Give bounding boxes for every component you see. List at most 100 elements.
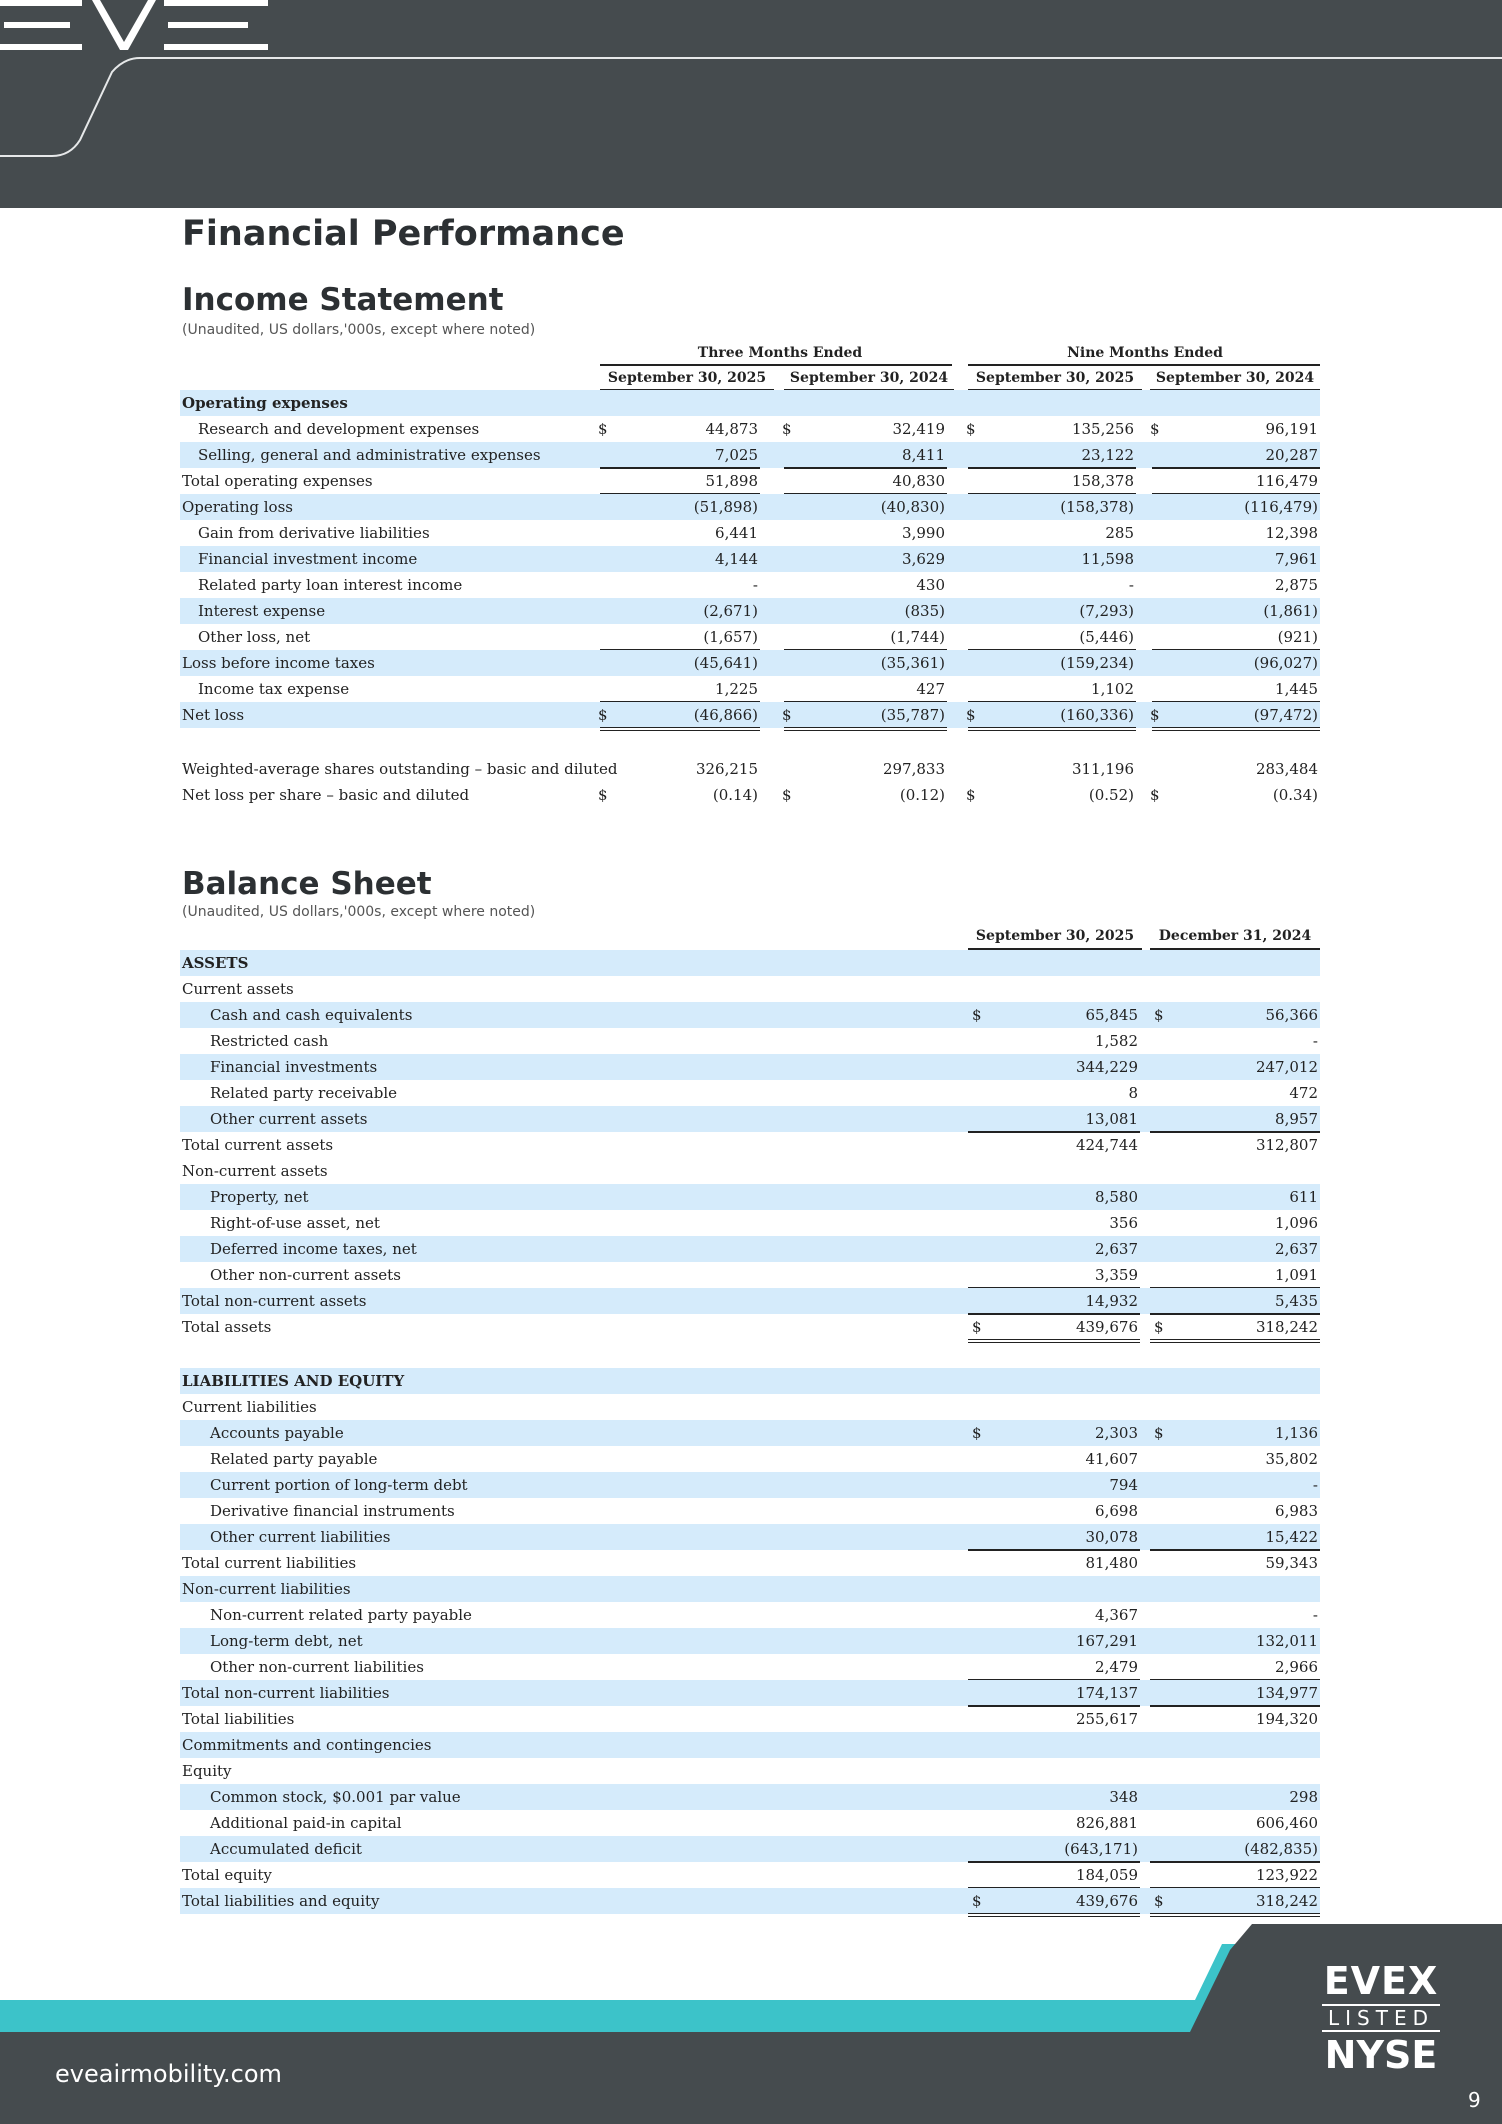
value-cell: (116,479) [1244,498,1318,516]
underline [784,649,947,651]
double-underline [968,1339,1140,1343]
value-cell: 184,059 [1075,1866,1138,1884]
table-row: Equity [180,1758,1320,1784]
table-row: Total non-current liabilities 174,137 134,… [180,1680,1320,1707]
table-row: Long-term debt, net 167,291 132,011 [180,1628,1320,1654]
value-cell: 2,303 [1095,1424,1138,1442]
currency-symbol: $ [1154,1424,1164,1442]
row-label: Accumulated deficit [210,1840,362,1858]
table-row: Other loss, net (1,657) (1,744) (5,446) (921… [180,624,1320,651]
underline [968,649,1136,651]
value-cell: 611 [1289,1188,1318,1206]
table-row: Non-current assets [180,1158,1320,1184]
value-cell: 247,012 [1255,1058,1318,1076]
table-row: Net loss $ (46,866) $ (35,787) $ (160,336) $ (97… [180,702,1320,731]
value-cell: 174,137 [1075,1684,1138,1702]
row-label: Other loss, net [198,628,311,646]
value-cell: 123,922 [1255,1866,1318,1884]
income-statement-title: Income Statement [182,282,504,318]
row-label: Total liabilities and equity [182,1892,380,1910]
row-label: Accounts payable [210,1424,344,1442]
value-cell: 135,256 [1071,420,1134,438]
row-label: Other current liabilities [210,1528,391,1546]
underline [1150,1861,1320,1863]
value-cell: 12,398 [1265,524,1319,542]
value-cell: 194,320 [1255,1710,1318,1728]
currency-symbol: $ [598,786,608,804]
value-cell: 2,966 [1275,1658,1318,1676]
underline [968,1887,1140,1889]
balance-col-2-rule [1150,948,1320,950]
value-cell: 158,378 [1071,472,1134,490]
row-label: Related party loan interest income [198,576,463,594]
double-underline [968,1913,1140,1917]
row-label: Non-current liabilities [182,1580,351,1598]
row-label: Non-current assets [182,1162,328,1180]
row-label: Non-current related party payable [210,1606,472,1624]
underline [1150,1887,1320,1889]
value-cell: 1,091 [1275,1266,1318,1284]
value-cell: 35,802 [1265,1450,1319,1468]
underline [600,467,760,469]
table-row: Other current assets 13,081 8,957 [180,1106,1320,1133]
row-label: Total non-current assets [182,1292,367,1310]
badge-bottom: NYSE [1324,2033,1438,2077]
value-cell: 11,598 [1081,550,1135,568]
value-cell: (160,336) [1060,706,1134,724]
underline [1150,1131,1320,1133]
row-label: Total assets [182,1318,272,1336]
currency-symbol: $ [598,420,608,438]
table-row: ASSETS [180,950,1320,976]
evex-nyse-badge: EVEX LISTED NYSE [1322,1960,1440,2076]
value-cell: 4,144 [715,550,758,568]
row-label: Total equity [182,1866,272,1884]
table-row: Total liabilities 255,617 194,320 [180,1706,1320,1732]
row-label: Operating loss [182,498,293,516]
value-cell: (0.52) [1088,786,1134,804]
value-cell: (35,361) [880,654,945,672]
underline [600,493,760,495]
website-link[interactable]: eveairmobility.com [55,2060,282,2088]
value-cell: (0.14) [712,786,758,804]
value-cell: (643,171) [1064,1840,1138,1858]
table-row: Research and development expenses $44,873… [180,416,1320,442]
value-cell: 1,136 [1275,1424,1318,1442]
value-cell: 439,676 [1075,1318,1138,1336]
value-cell: 30,078 [1085,1528,1139,1546]
value-cell: 312,807 [1255,1136,1318,1154]
currency-symbol: $ [598,706,608,724]
table-row: Right-of-use asset, net 356 1,096 [180,1210,1320,1236]
underline [1152,493,1320,495]
value-cell: 81,480 [1085,1554,1139,1572]
double-underline [1152,727,1320,731]
underline [1150,1679,1320,1681]
value-cell: (5,446) [1079,628,1134,646]
value-cell: - [752,576,758,594]
value-cell: (1,861) [1263,602,1318,620]
underline [1150,1705,1320,1707]
three-months-header: Three Months Ended [697,345,863,361]
double-underline [1150,1913,1320,1917]
underline [968,467,1136,469]
value-cell: 23,122 [1081,446,1135,464]
table-row: Current portion of long-term debt 794 - [180,1472,1320,1498]
row-label: Long-term debt, net [210,1632,363,1650]
value-cell: 318,242 [1255,1892,1318,1910]
income-col-1: September 30, 2025 [607,370,767,386]
value-cell: - [1312,1476,1318,1494]
value-cell: 606,460 [1255,1814,1318,1832]
currency-symbol: $ [1154,1892,1164,1910]
value-cell: (158,378) [1060,498,1134,516]
value-cell: 255,617 [1075,1710,1138,1728]
value-cell: 6,698 [1095,1502,1138,1520]
table-row: Total liabilities and equity $439,676 $318… [180,1888,1320,1917]
row-label: Related party receivable [210,1084,397,1102]
nine-months-rule [968,364,1320,366]
value-cell: (7,293) [1079,602,1134,620]
income-statement-note: (Unaudited, US dollars,'000s, except whe… [182,322,536,338]
row-label: Equity [182,1762,232,1780]
value-cell: 13,081 [1085,1110,1139,1128]
income-col-4: September 30, 2024 [1155,370,1315,386]
row-label: Related party payable [210,1450,378,1468]
value-cell: 56,366 [1265,1006,1319,1024]
